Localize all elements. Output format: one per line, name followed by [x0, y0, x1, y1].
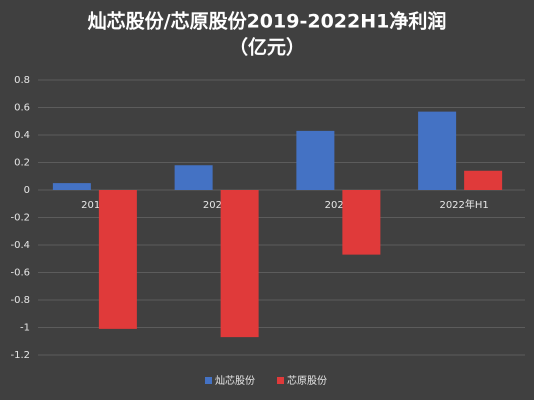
y-tick-label: 0.8: [14, 75, 30, 86]
y-tick-label: -0.2: [10, 213, 30, 224]
y-tick-label: 0.4: [14, 130, 30, 141]
y-tick-label: 0: [24, 185, 30, 196]
legend-label: 灿芯股份: [215, 374, 255, 387]
y-tick-label: -1.2: [10, 350, 30, 361]
x-tick-label: 2022年H1: [439, 198, 488, 211]
y-tick-label: 0.2: [14, 158, 30, 169]
bar: [296, 130, 335, 190]
y-tick-label: -0.6: [10, 268, 30, 279]
bar: [342, 190, 381, 255]
bar: [220, 190, 259, 338]
legend-swatch: [277, 377, 284, 384]
bar: [464, 170, 503, 190]
bar: [418, 111, 457, 190]
bar: [52, 183, 91, 190]
y-tick-label: 0.6: [14, 103, 30, 114]
y-tick-label: -0.4: [10, 240, 30, 251]
chart-title: 灿芯股份/芯原股份2019-2022H1净利润: [88, 10, 447, 33]
bar: [174, 165, 213, 190]
chart-subtitle: （亿元）: [229, 36, 305, 59]
y-tick-label: -0.8: [10, 295, 30, 306]
y-tick-label: -1: [20, 323, 30, 334]
legend-label: 芯原股份: [287, 374, 327, 387]
legend-swatch: [205, 377, 212, 384]
bar: [98, 190, 137, 329]
